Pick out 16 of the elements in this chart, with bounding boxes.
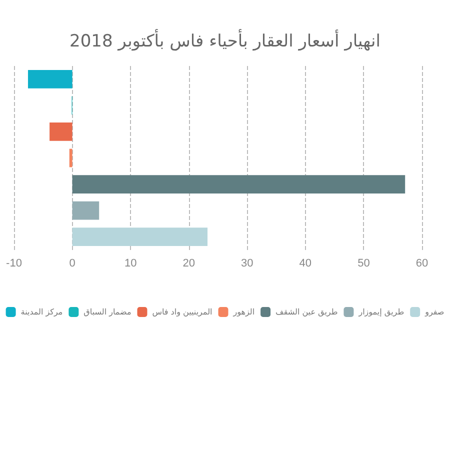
x-tick-label: 20 [182,258,195,270]
legend-label: صفرو [424,308,444,316]
x-tick-label: 0 [69,258,76,270]
legend-label: طريق عين الشقف [276,308,338,316]
x-tick-label: -10 [6,258,22,270]
legend-label: مركز المدينة [20,308,63,316]
legend-label: طريق إيموزار [358,308,404,316]
legend-label: الزهور [232,308,255,316]
x-tick-label: 10 [124,258,137,270]
x-tick-label: 50 [358,258,370,270]
x-tick-label: 60 [416,258,428,270]
x-tick-label: 40 [299,258,312,270]
legend-label: مضمار السباق [84,308,132,316]
x-tick-label: 30 [241,258,254,270]
legend-label: المرينيين واد فاس [152,308,212,316]
chart-title: انهيار أسعار العقار بأحياء فاس بأكتوبر 2018 [70,28,380,52]
